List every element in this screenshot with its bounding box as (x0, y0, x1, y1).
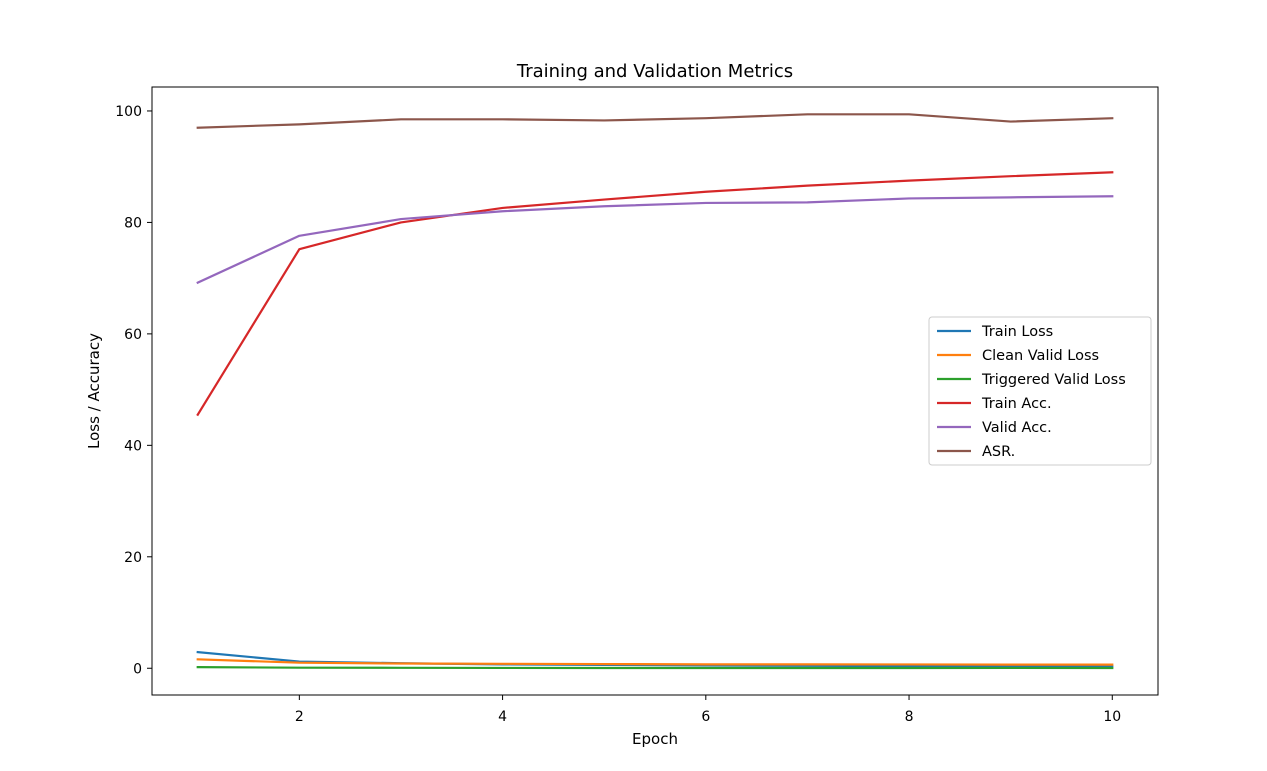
x-tick-label: 4 (498, 709, 507, 725)
series-lines (196, 113, 1114, 670)
y-tick-label: 60 (124, 327, 142, 343)
legend-entry: Triggered Valid Loss (981, 372, 1126, 388)
x-axis-label: Epoch (632, 730, 678, 748)
y-tick-label: 20 (124, 550, 142, 566)
series-line-valid-acc (196, 195, 1114, 285)
x-axis: 2 4 6 8 10 (295, 695, 1121, 725)
y-tick-label: 80 (124, 215, 142, 231)
plot-frame (151, 86, 1159, 696)
legend-entry: Clean Valid Loss (982, 348, 1099, 364)
legend-entry: Train Acc. (981, 396, 1052, 412)
x-tick-label: 10 (1103, 709, 1121, 725)
y-axis-label: Loss / Accuracy (85, 333, 103, 449)
y-tick-label: 100 (115, 104, 142, 120)
legend-entry: ASR. (982, 444, 1015, 460)
chart-title: Training and Validation Metrics (516, 61, 793, 82)
y-tick-label: 40 (124, 438, 142, 454)
series-line-clean-valid-loss (196, 658, 1114, 666)
x-tick-label: 8 (905, 709, 914, 725)
y-axis: 0 20 40 60 80 100 (115, 104, 152, 677)
x-tick-label: 6 (701, 709, 710, 725)
legend-box (928, 316, 1152, 466)
legend-entry: Train Loss (981, 324, 1053, 340)
legend-entry: Valid Acc. (982, 420, 1052, 436)
x-tick-label: 2 (295, 709, 304, 725)
y-tick-label: 0 (133, 661, 142, 677)
series-line-asr (196, 113, 1114, 129)
legend: Train Loss Clean Valid Loss Triggered Vali… (928, 316, 1152, 466)
series-line-triggered-valid-loss (196, 666, 1114, 670)
series-line-train-acc (196, 171, 1114, 417)
